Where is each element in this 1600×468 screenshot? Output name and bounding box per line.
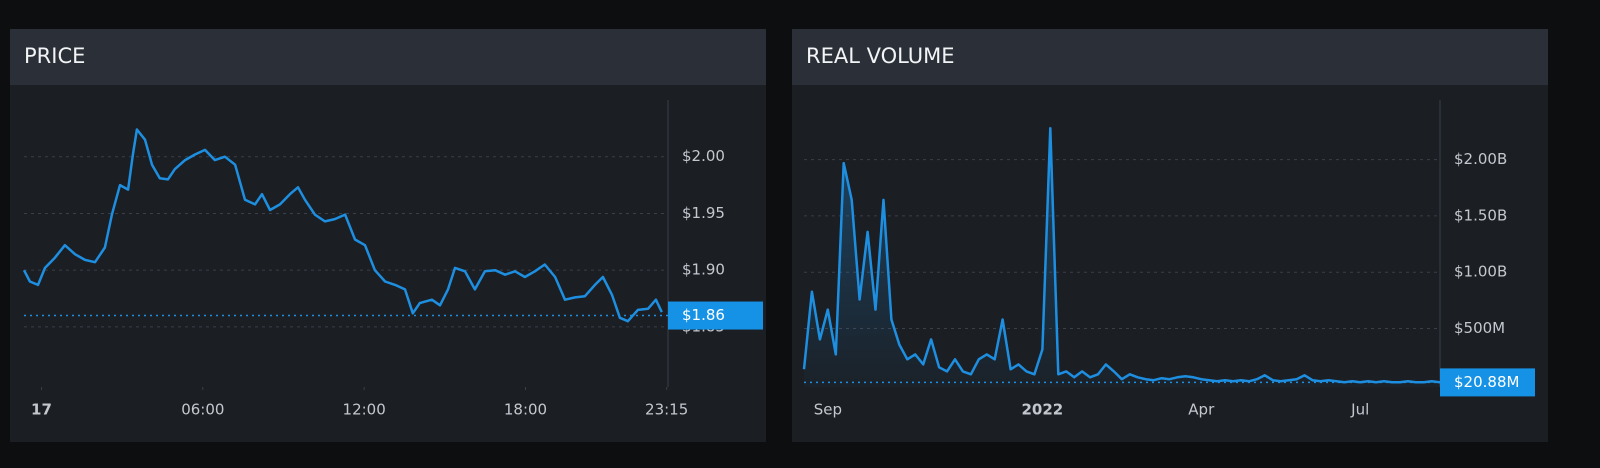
x-tick-label: Jul	[1350, 401, 1369, 419]
x-tick-label: Apr	[1188, 401, 1215, 419]
panel-title: PRICE	[24, 44, 85, 68]
x-tick-label: 06:00	[181, 401, 224, 419]
y-tick-label: $1.50B	[1454, 206, 1507, 224]
current-value-box	[668, 301, 763, 330]
current-value-label: $20.88M	[1454, 373, 1519, 391]
current-value-label: $1.86	[682, 306, 725, 324]
volume-area	[804, 128, 1535, 387]
y-tick-label: $1.00B	[1454, 263, 1507, 281]
y-tick-label: $1.95	[682, 204, 725, 222]
panel-body	[10, 85, 766, 442]
panel-header	[792, 29, 1548, 85]
x-tick-label: 2022	[1021, 401, 1063, 419]
panel-title: REAL VOLUME	[806, 44, 955, 68]
y-tick-label: $2.00B	[1454, 150, 1507, 168]
x-tick-label: 23:15	[645, 401, 688, 419]
x-tick-label: 12:00	[343, 401, 386, 419]
x-tick-label: Sep	[814, 401, 842, 419]
y-tick-label: $2.00	[682, 147, 725, 165]
panel-header	[10, 29, 766, 85]
x-tick-label: 18:00	[504, 401, 547, 419]
x-tick-label: 17	[31, 401, 52, 419]
volume-line	[802, 126, 1536, 384]
price-line	[22, 128, 663, 323]
panel-body	[792, 85, 1548, 442]
y-tick-label: $1.90	[682, 261, 725, 279]
current-value-box	[1440, 368, 1535, 397]
y-tick-label: $500M	[1454, 319, 1505, 337]
